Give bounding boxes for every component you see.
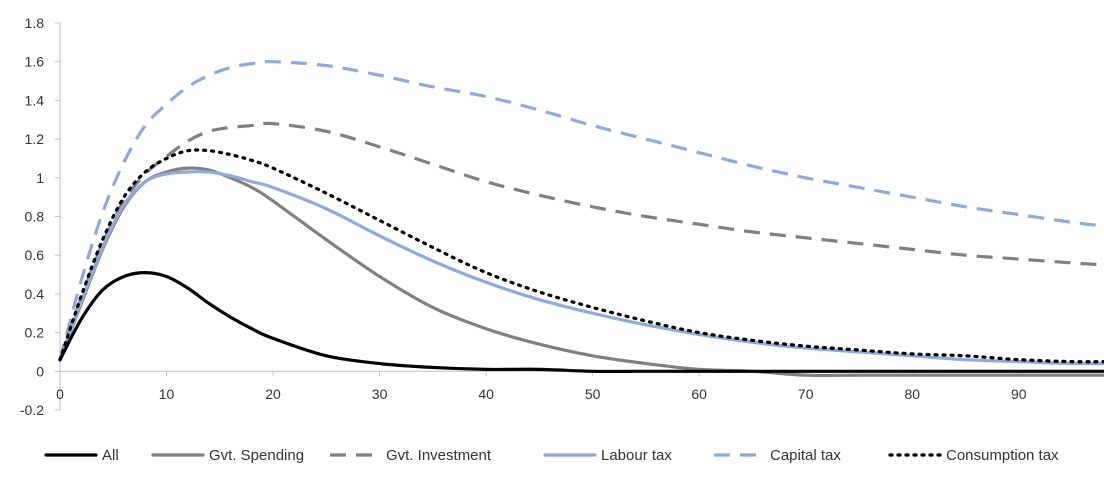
legend-label: Gvt. Investment (386, 447, 492, 464)
y-tick-label: 0 (36, 363, 44, 379)
series-line-capital-tax (58, 60, 1104, 361)
series-line-consumption-tax (58, 148, 1104, 364)
x-tick-label: 90 (1011, 386, 1027, 402)
y-tick-label: 1.4 (25, 92, 45, 108)
legend-label: Consumption tax (946, 447, 1059, 464)
y-tick-label: 0.6 (25, 247, 45, 263)
x-tick-label: 60 (691, 386, 707, 402)
legend-label: Labour tax (601, 447, 672, 464)
x-tick-label: 10 (159, 386, 175, 402)
x-tick-label: 30 (372, 386, 388, 402)
x-tick-label: 50 (585, 386, 601, 402)
x-tick-label: 20 (265, 386, 281, 402)
y-tick-label: 0.8 (25, 209, 45, 225)
legend-label: Gvt. Spending (209, 447, 304, 464)
series-line-gvt-spending (58, 166, 1104, 378)
series-line-gvt-investment (58, 121, 1104, 361)
series-line-all (58, 271, 1104, 374)
y-tick-label: 0.2 (25, 325, 45, 341)
y-tick-label: 0.4 (25, 286, 45, 302)
legend: All Gvt. Spending Gvt. Investment Labour ta… (44, 447, 1059, 464)
x-tick-label: 80 (904, 386, 920, 402)
y-tick-label: 1.6 (25, 54, 45, 70)
x-tick-label: 40 (478, 386, 494, 402)
legend-label: Capital tax (770, 447, 841, 464)
axes: -0.2 0 0.2 0.4 0.6 0.8 1 1.2 1.4 1.6 1.8 0 10 20 30 40 5… (20, 15, 1104, 418)
x-tick-label: 0 (56, 386, 64, 402)
y-tick-label: 1.2 (25, 131, 45, 147)
x-tick-label: 70 (798, 386, 814, 402)
legend-label: All (102, 447, 119, 464)
y-tick-label: 1 (36, 170, 44, 186)
y-tick-label: 1.8 (25, 15, 45, 31)
series-line-labour-tax (58, 170, 1104, 366)
y-tick-label: -0.2 (20, 402, 44, 418)
series-lines (58, 60, 1104, 378)
